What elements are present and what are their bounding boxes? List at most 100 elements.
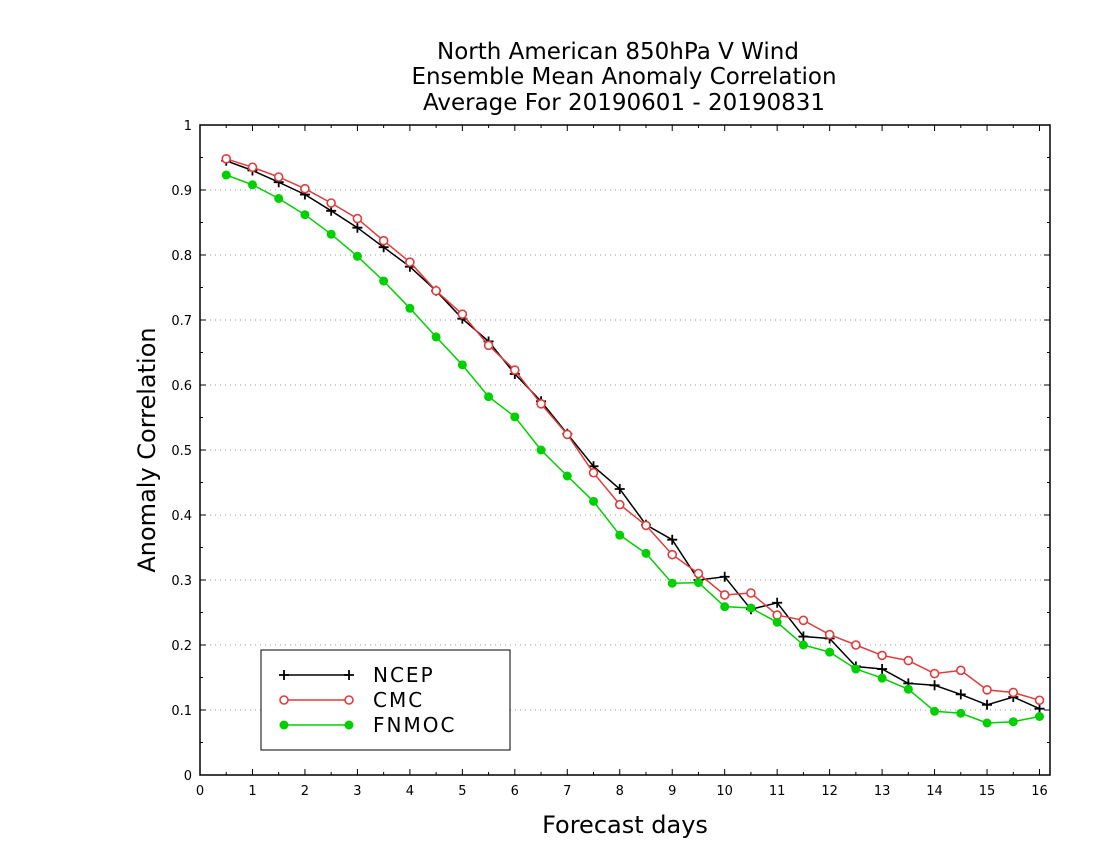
point-cmc — [273, 172, 284, 182]
point-fnmoc — [930, 706, 940, 716]
point-cmc — [1008, 687, 1019, 698]
x-tick-label: 11 — [769, 784, 786, 799]
point-cmc — [221, 154, 232, 164]
point-cmc — [300, 183, 310, 194]
x-tick-label: 0 — [196, 784, 204, 799]
point-cmc — [431, 285, 441, 296]
x-tick-label: 7 — [563, 784, 571, 799]
x-tick-label: 12 — [821, 784, 838, 799]
point-cmc — [588, 467, 599, 478]
legend-label-ncep: NCEP — [373, 663, 435, 687]
point-cmc — [510, 365, 520, 375]
point-fnmoc — [274, 193, 284, 203]
y-tick-label: 1 — [184, 119, 192, 134]
series-line-cmc — [225, 158, 1040, 702]
point-fnmoc — [693, 578, 703, 588]
y-tick-label: 0.2 — [171, 639, 192, 654]
point-cmc — [877, 650, 887, 661]
x-axis-label: Forecast days — [542, 811, 708, 839]
point-legend-ncep — [344, 670, 354, 680]
x-tick-label: 1 — [248, 784, 256, 799]
point-cmc — [746, 588, 756, 598]
point-legend-cmc — [344, 695, 354, 705]
point-legend-cmc — [279, 695, 289, 705]
point-cmc — [536, 399, 546, 409]
point-cmc — [693, 568, 704, 579]
point-fnmoc — [379, 276, 389, 286]
point-ncep — [352, 222, 363, 233]
point-fnmoc — [431, 332, 441, 342]
point-cmc — [641, 520, 651, 531]
point-cmc — [851, 640, 861, 650]
series-ncep — [221, 155, 1045, 714]
y-tick-label: 0 — [184, 769, 192, 784]
point-cmc — [667, 549, 678, 560]
point-fnmoc — [221, 170, 231, 180]
x-tick-label: 14 — [926, 784, 943, 799]
point-legend-fnmoc — [344, 720, 354, 730]
title-line-1: North American 850hPa V Wind — [437, 39, 799, 65]
point-ncep — [955, 689, 966, 700]
legend-label-fnmoc: FNMOC — [373, 713, 456, 737]
point-cmc — [719, 590, 730, 600]
point-fnmoc — [510, 412, 520, 422]
point-cmc — [483, 340, 494, 351]
x-tick-label: 10 — [716, 784, 733, 799]
series-line-ncep — [225, 160, 1040, 710]
point-fnmoc — [641, 548, 651, 558]
point-fnmoc — [536, 445, 546, 455]
legend-label-cmc: CMC — [373, 688, 424, 712]
point-cmc — [929, 668, 940, 679]
point-cmc — [405, 257, 415, 267]
point-ncep — [719, 571, 730, 582]
point-fnmoc — [352, 251, 362, 261]
point-fnmoc — [851, 664, 861, 674]
point-ncep — [667, 534, 678, 545]
point-fnmoc — [484, 392, 494, 402]
point-fnmoc — [326, 229, 336, 239]
series-fnmoc — [221, 170, 1045, 728]
point-legend-fnmoc — [279, 720, 289, 730]
x-tick-label: 5 — [458, 784, 466, 799]
point-ncep — [929, 680, 940, 691]
point-cmc — [956, 665, 966, 676]
x-tick-label: 2 — [301, 784, 309, 799]
x-tick-label: 9 — [668, 784, 676, 799]
chart-title: North American 850hPa V Wind Ensemble Me… — [411, 39, 836, 116]
y-tick-label: 0.9 — [171, 184, 192, 199]
series-cmc — [221, 154, 1045, 706]
point-fnmoc — [247, 180, 257, 190]
y-tick-label: 0.7 — [171, 314, 192, 329]
point-fnmoc — [798, 640, 808, 650]
point-cmc — [614, 499, 625, 510]
y-tick-label: 0.5 — [171, 444, 192, 459]
x-tick-label: 13 — [874, 784, 891, 799]
point-cmc — [247, 162, 258, 173]
x-tick-label: 4 — [406, 784, 414, 799]
point-fnmoc — [772, 617, 782, 627]
point-cmc — [1034, 695, 1045, 706]
point-fnmoc — [720, 602, 730, 612]
point-cmc — [824, 629, 835, 640]
y-tick-label: 0.8 — [171, 249, 192, 264]
point-ncep — [614, 484, 625, 494]
point-cmc — [326, 198, 336, 208]
point-cmc — [798, 615, 809, 626]
point-fnmoc — [1008, 717, 1018, 727]
point-ncep — [772, 597, 783, 608]
point-fnmoc — [825, 647, 835, 657]
point-fnmoc — [589, 496, 599, 506]
point-fnmoc — [405, 303, 415, 313]
x-tick-label: 16 — [1031, 784, 1048, 799]
point-ncep — [798, 631, 809, 642]
title-line-3: Average For 20190601 - 20190831 — [423, 90, 825, 116]
point-fnmoc — [982, 718, 992, 728]
point-fnmoc — [667, 578, 677, 588]
point-fnmoc — [457, 360, 467, 370]
title-line-2: Ensemble Mean Anomaly Correlation — [411, 64, 836, 90]
point-cmc — [562, 429, 573, 440]
series-line-fnmoc — [225, 174, 1040, 724]
series-lines — [221, 154, 1045, 728]
